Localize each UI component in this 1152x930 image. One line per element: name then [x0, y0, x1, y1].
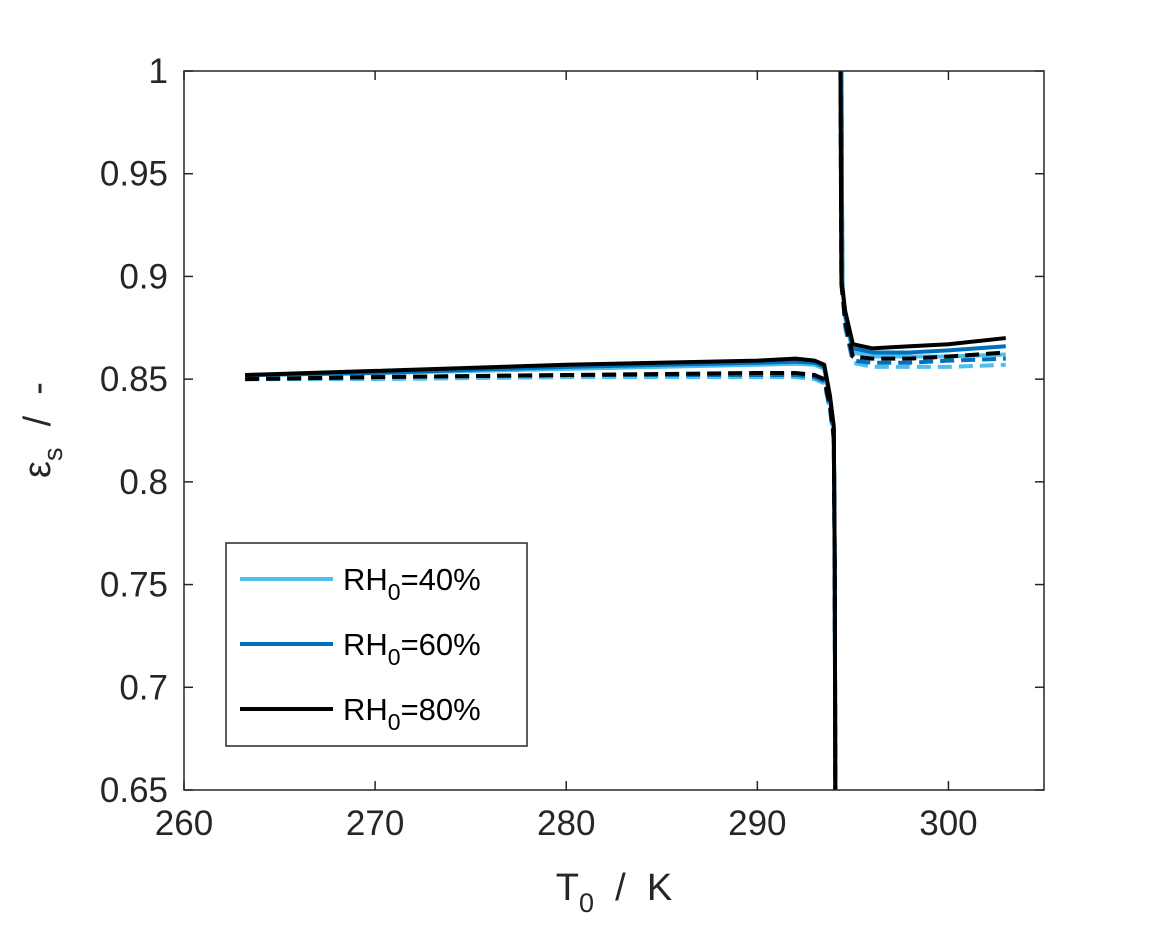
legend-label-rh60: RH0=60%: [343, 627, 481, 670]
x-axis-label-main: T: [556, 867, 579, 909]
y-tick-label: 0.8: [119, 463, 168, 502]
x-axis-label-sub: 0: [579, 888, 594, 918]
y-tick-label: 0.7: [119, 668, 168, 707]
y-axis-label-rest: / -: [17, 382, 59, 447]
y-tick-label: 0.75: [100, 566, 168, 605]
legend-label-rh40-main: RH: [343, 562, 388, 597]
legend-label-rh60-sub: 0: [388, 644, 401, 670]
legend: RH0=40% RH0=60% RH0=80%: [225, 542, 528, 747]
x-tick-label: 280: [537, 804, 595, 843]
legend-label-rh40-sub: 0: [388, 579, 401, 605]
y-tick-label: 0.85: [100, 360, 168, 399]
legend-label-rh80: RH0=80%: [343, 692, 481, 735]
y-tick-labels: 0.65 0.7 0.75 0.8 0.85 0.9 0.95 1: [100, 52, 168, 810]
legend-label-rh60-rest: =60%: [401, 627, 481, 662]
legend-label-rh80-rest: =80%: [401, 692, 481, 727]
series-layer: [245, 70, 1006, 791]
y-axis-label-main: ε: [17, 461, 59, 478]
y-tick-label: 1: [149, 52, 168, 91]
series-line-3-segment-1: [839, 70, 1006, 369]
y-axis-label: εs / -: [17, 382, 68, 478]
legend-label-rh80-sub: 0: [388, 709, 401, 735]
x-axis-label-rest: / K: [594, 867, 672, 909]
legend-label-rh80-main: RH: [343, 692, 388, 727]
plot-frame: [183, 70, 1045, 791]
tick-layer: [183, 70, 1044, 791]
x-tick-labels: 260 270 280 290 300: [155, 804, 978, 843]
x-tick-label: 300: [919, 804, 977, 843]
x-axis-label: T0 / K: [556, 867, 672, 918]
legend-label-rh40: RH0=40%: [343, 562, 481, 605]
series-line-2-segment-0: [245, 356, 838, 791]
y-tick-label: 0.65: [100, 771, 168, 810]
legend-label-rh60-main: RH: [343, 627, 388, 662]
y-tick-label: 0.9: [119, 257, 168, 296]
x-tick-label: 260: [155, 804, 213, 843]
x-tick-label: 270: [346, 804, 404, 843]
y-axis-label-sub: s: [38, 448, 68, 462]
legend-label-rh40-rest: =40%: [401, 562, 481, 597]
series-line-2-segment-1: [838, 70, 1006, 351]
x-tick-label: 290: [728, 804, 786, 843]
y-tick-label: 0.95: [100, 155, 168, 194]
